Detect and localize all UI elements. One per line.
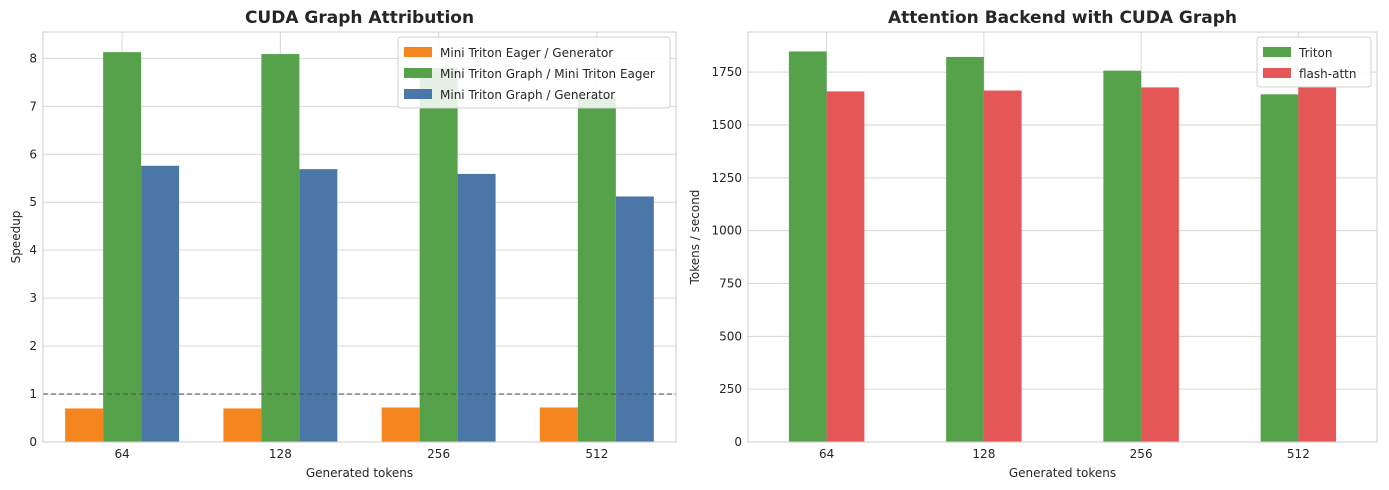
y-tick-label: 1000 [711, 224, 742, 238]
chart-title: CUDA Graph Attribution [245, 8, 474, 28]
y-tick-label: 7 [29, 99, 37, 113]
legend-swatch [1263, 68, 1291, 78]
y-tick-label: 8 [29, 51, 37, 65]
legend-box [397, 36, 671, 109]
y-axis-label: Tokens / second [688, 190, 702, 286]
bar [539, 407, 578, 442]
bar [457, 173, 496, 442]
x-tick-label: 512 [585, 447, 608, 461]
legend-label: Mini Triton Eager / Generator [440, 46, 613, 60]
plot-frame [42, 31, 677, 443]
legend-label: Mini Triton Graph / Generator [440, 88, 615, 102]
bar [1103, 70, 1142, 442]
x-tick-label: 64 [819, 447, 834, 461]
y-tick-label: 1750 [711, 65, 742, 79]
y-tick-label: 2 [29, 339, 37, 353]
y-tick-label: 0 [734, 435, 742, 449]
legend-swatch [1263, 47, 1291, 57]
bar [615, 196, 654, 442]
chart-title: Attention Backend with CUDA Graph [888, 8, 1237, 28]
y-axis-label: Speedup [9, 211, 23, 264]
bar [577, 96, 616, 442]
x-axis-label: Generated tokens [1009, 466, 1116, 480]
bar [103, 52, 142, 442]
y-tick-label: 1250 [711, 171, 742, 185]
legend-swatch [404, 68, 432, 78]
bar [826, 91, 865, 442]
y-tick-label: 1 [29, 387, 37, 401]
y-tick-label: 3 [29, 291, 37, 305]
x-tick-label: 128 [972, 447, 995, 461]
bar [299, 169, 338, 443]
x-tick-label: 512 [1287, 447, 1310, 461]
y-tick-label: 0 [29, 435, 37, 449]
bar [65, 408, 104, 442]
y-tick-label: 500 [719, 329, 742, 343]
bar [223, 408, 262, 442]
y-tick-label: 4 [29, 243, 37, 257]
y-tick-label: 5 [29, 195, 37, 209]
bar [1260, 94, 1299, 442]
bar [946, 56, 984, 443]
plot-frame [747, 31, 1378, 443]
legend-label: flash-attn [1299, 67, 1356, 81]
legend-label: Triton [1298, 46, 1333, 60]
y-tick-label: 6 [29, 147, 37, 161]
x-tick-label: 128 [269, 447, 292, 461]
x-tick-label: 256 [427, 447, 450, 461]
throughput-chart: 0 250 500 750 1000 1250 1500 1750 64 128 256 512 Att… [688, 8, 1378, 480]
bar [983, 90, 1022, 443]
y-tick-label: 1500 [711, 118, 742, 132]
bar [788, 51, 827, 442]
bar [381, 407, 420, 442]
x-tick-label: 256 [1130, 447, 1153, 461]
y-tick-label: 250 [719, 382, 742, 396]
speedup-chart: 0 1 2 3 4 5 6 7 8 64 128 256 512 CUDA Graph Attributi… [9, 8, 677, 480]
bar [141, 165, 180, 442]
x-tick-label: 64 [114, 447, 129, 461]
bar [1298, 87, 1337, 443]
bar [419, 67, 458, 443]
y-tick-label: 750 [719, 276, 742, 290]
legend-swatch [404, 89, 432, 99]
legend-swatch [404, 47, 432, 57]
bar [261, 54, 300, 443]
legend-label: Mini Triton Graph / Mini Triton Eager [440, 67, 655, 81]
bar [1141, 87, 1179, 443]
x-axis-label: Generated tokens [306, 466, 413, 480]
